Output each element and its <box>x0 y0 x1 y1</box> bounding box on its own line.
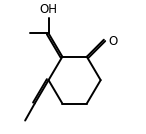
Text: OH: OH <box>40 3 58 16</box>
Text: O: O <box>108 35 117 48</box>
